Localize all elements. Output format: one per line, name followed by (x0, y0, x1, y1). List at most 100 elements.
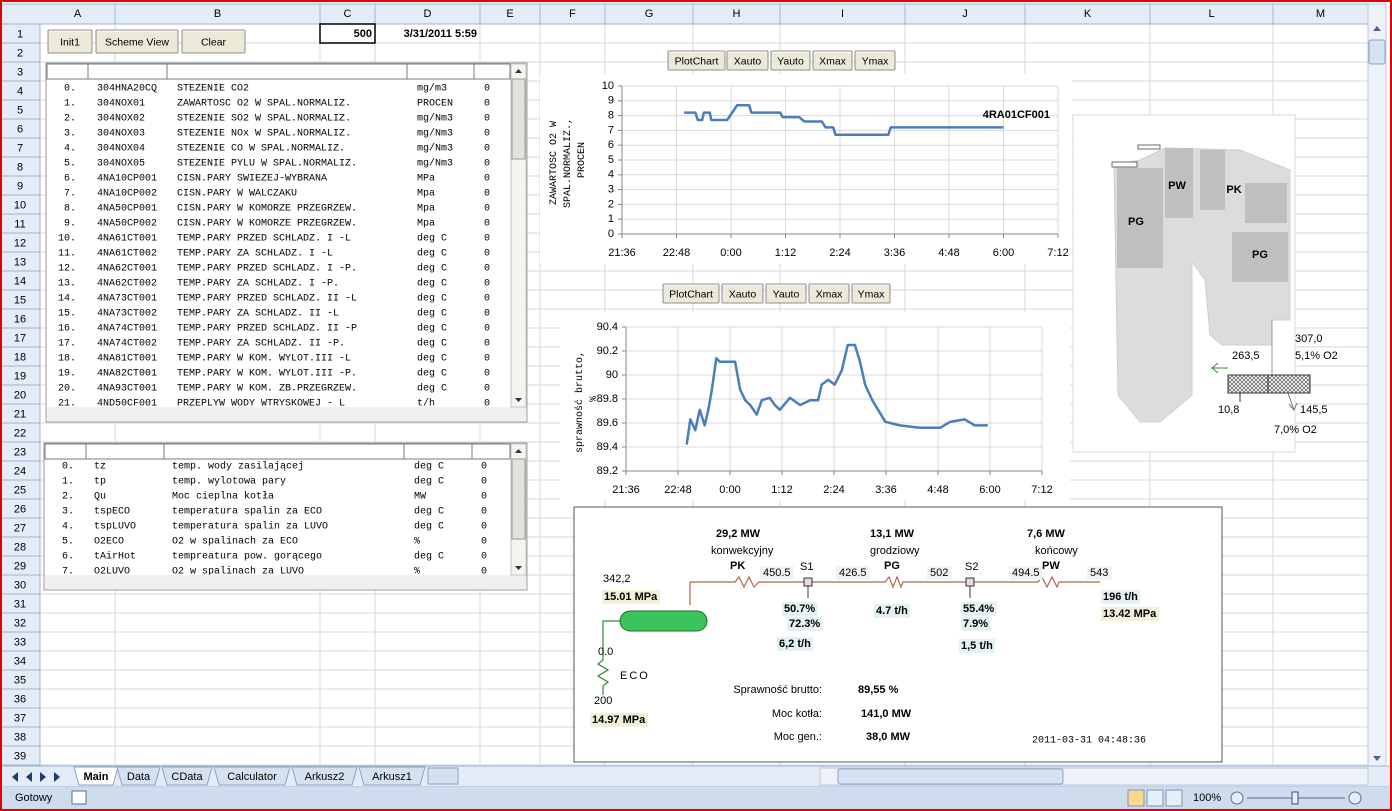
row-header: 36 (14, 693, 26, 705)
list-cell: 0 (484, 354, 490, 365)
scroll-down-arrow (515, 398, 522, 402)
x-tick-label: 0:00 (720, 247, 741, 259)
row-header: 15 (14, 294, 26, 306)
cell-timestamp: 3/31/2011 5:59 (404, 28, 477, 40)
button[interactable] (726, 50, 769, 71)
sheet-tab[interactable] (116, 766, 161, 786)
list-scroll-thumb[interactable] (511, 78, 526, 160)
y-tick-label: 89.4 (597, 441, 618, 453)
button[interactable] (770, 50, 811, 71)
view-button[interactable] (1127, 789, 1145, 807)
list-cell: 0 (484, 84, 490, 95)
macro-icon[interactable] (71, 790, 87, 805)
spray-name: S2 (965, 561, 978, 573)
y-tick-label: 1 (608, 213, 614, 225)
list-cell: 0 (484, 189, 490, 200)
button[interactable] (662, 283, 720, 304)
list-scroll-thumb[interactable] (511, 458, 526, 540)
list-cell: Mpa (417, 189, 435, 200)
view-button[interactable] (1165, 789, 1183, 807)
button[interactable] (854, 50, 896, 71)
list-cell: deg C (417, 263, 447, 275)
button[interactable] (181, 29, 246, 54)
list-cell: deg C (414, 461, 444, 473)
boiler-zone-label: PW (1168, 180, 1186, 192)
button[interactable] (808, 283, 850, 304)
eco-temp-out: 0.0 (598, 646, 613, 658)
pipe-temp: 502 (930, 567, 948, 579)
list-cell: deg C (417, 323, 447, 335)
zoom-thumb[interactable] (1291, 791, 1299, 805)
list-cell: TEMP.PARY ZA SCHLADZ. I -P. (177, 279, 339, 290)
list-cell: 0 (481, 552, 487, 563)
list-cell: 0 (484, 234, 490, 245)
row-header: 8 (17, 161, 23, 173)
button[interactable] (667, 50, 726, 71)
button[interactable] (812, 50, 853, 71)
outlet-flow: 196 t/h (1103, 591, 1138, 603)
button[interactable] (721, 283, 764, 304)
data-line (684, 103, 1004, 137)
list-cell: CISN.PARY W WALCZAKU (177, 189, 297, 200)
spray-valve1: 50.7% (784, 603, 815, 615)
list-cell: 0 (484, 159, 490, 170)
x-tick-label: 3:36 (884, 247, 905, 259)
stage-power: 13,1 MW (870, 528, 915, 540)
list-cell: deg C (414, 551, 444, 563)
list-cell: TEMP.PARY ZA SCHLADZ. II -L (177, 309, 339, 320)
y-tick-label: 9 (608, 95, 614, 107)
zoom-out[interactable] (1230, 791, 1244, 805)
zoom-in[interactable] (1348, 791, 1362, 805)
x-tick-label: 2:24 (823, 484, 844, 496)
new-sheet-tab[interactable] (427, 767, 459, 785)
sheet-tab[interactable] (73, 766, 119, 786)
list-cell: 0 (484, 399, 490, 410)
row-header: 4 (17, 85, 23, 97)
list-cell: TEMP.PARY ZA SCHLADZ. I -L (177, 249, 333, 260)
list-cell: 4NA73CT001 (97, 294, 157, 305)
column-header: G (645, 8, 654, 20)
x-tick-label: 1:12 (771, 484, 792, 496)
x-tick-label: 6:00 (993, 247, 1014, 259)
sheet-tab[interactable] (291, 766, 358, 786)
button-label: PlotChart (669, 288, 713, 300)
list-cell: 0 (481, 492, 487, 503)
tab-nav[interactable] (40, 772, 46, 782)
tab-nav[interactable] (26, 772, 32, 782)
list-cell: TEMP.PARY W KOM. WYLOT.III -L (177, 354, 351, 365)
tab-nav[interactable] (54, 772, 60, 782)
summary-label: Moc gen.: (774, 731, 822, 743)
list-cell: % (414, 537, 420, 548)
row-header: 32 (14, 617, 26, 629)
vertical-scrollbar[interactable] (1367, 3, 1387, 769)
button[interactable] (47, 29, 93, 54)
label-background (1101, 589, 1141, 604)
list-cell: O2 w spalinach za ECO (172, 536, 298, 548)
boiler-zone (1200, 150, 1225, 210)
row-header: 29 (14, 560, 26, 572)
y-tick-label: 8 (608, 110, 614, 122)
sheet-tab[interactable] (161, 766, 213, 786)
button-label: Ymax (862, 55, 890, 67)
view-button[interactable] (1146, 789, 1164, 807)
boiler-zone (1232, 232, 1288, 282)
list-cell: CISN.PARY SWIEZEJ-WYBRANA (177, 174, 327, 185)
button[interactable] (851, 283, 891, 304)
button[interactable] (95, 29, 179, 54)
tab-nav[interactable] (12, 772, 18, 782)
vertical-scroll-thumb[interactable] (1368, 39, 1386, 65)
column-header: E (506, 8, 513, 20)
sheet-tab[interactable] (358, 766, 426, 786)
button-label: Xauto (729, 288, 757, 300)
horizontal-scroll-thumb[interactable] (837, 768, 1064, 785)
sheet-tab[interactable] (213, 766, 291, 786)
list-cell: deg C (417, 233, 447, 245)
mid-flow: 4.7 t/h (876, 605, 908, 617)
label-background (590, 712, 649, 727)
hot-air-arrow (1211, 362, 1228, 374)
cell-counter: 500 (354, 28, 372, 40)
button[interactable] (765, 283, 807, 304)
list-cell: 0 (484, 99, 490, 110)
pipe-temp: 450.5 (763, 567, 791, 579)
